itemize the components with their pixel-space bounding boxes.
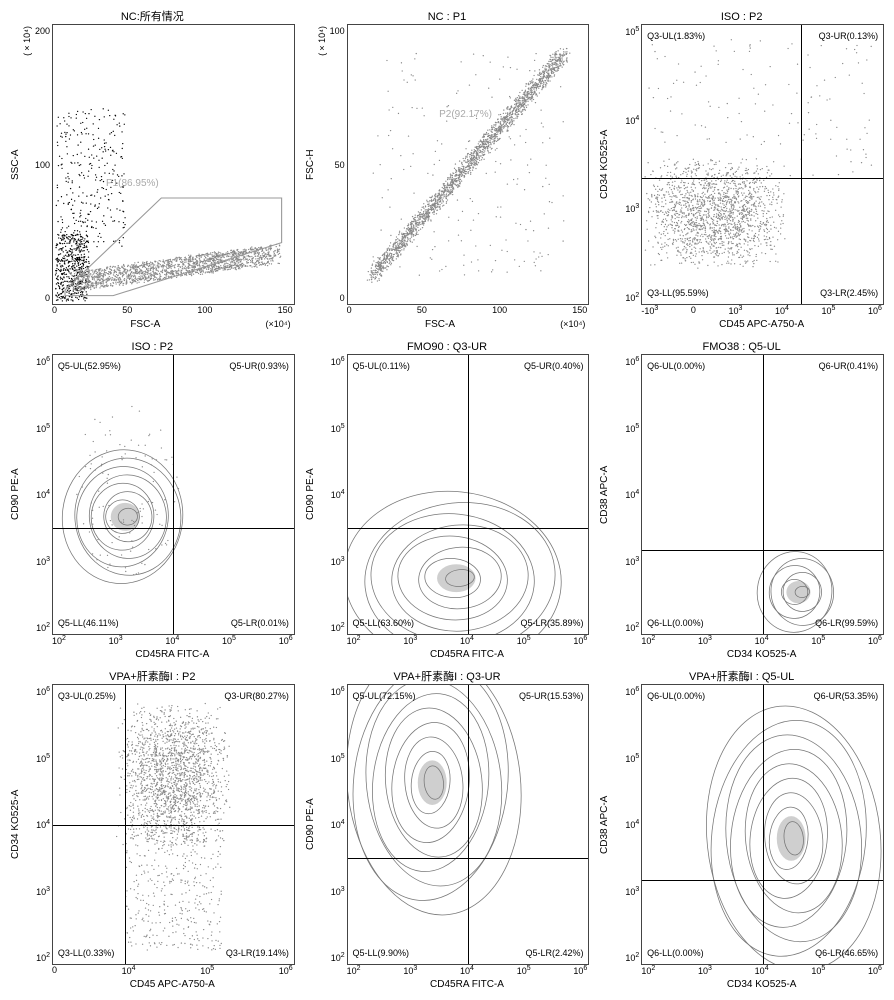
chart-box: P1(86.95%) (52, 24, 295, 305)
chart-box: Q3-UL(0.25%) Q3-UR(80.27%) Q3-LL(0.33%) Q3-… (52, 684, 295, 965)
quadrant-label: Q6-UR(0.41%) (819, 361, 879, 371)
x-axis-label: FSC-A (50, 319, 241, 330)
chart-box: Q5-UL(0.11%) Q5-UR(0.40%) Q5-LL(63.60%) Q5-… (347, 354, 590, 635)
quadrant-label: Q5-UL(0.11%) (352, 361, 409, 371)
quadrant-label: Q5-LR(0.01%) (231, 618, 289, 628)
x-axis-label: FSC-A (345, 319, 536, 330)
quadrant-label: Q6-LR(46.65%) (815, 948, 878, 958)
panel-title: VPA+肝素酶I : Q5-UL (599, 670, 884, 684)
gate-label: P1(86.95%) (106, 178, 159, 189)
x-axis-ticks: 102103104105106 (639, 635, 884, 649)
panel-title: ISO : P2 (10, 340, 295, 354)
y-axis-label: CD90 PE-A (305, 354, 317, 635)
panel-title: VPA+肝素酶I : P2 (10, 670, 295, 684)
x-axis-label: CD34 KO525-A (639, 979, 884, 990)
x-axis-label: CD45RA FITC-A (345, 649, 590, 660)
quadrant-label: Q6-LR(99.59%) (815, 618, 878, 628)
flow-panel: VPA+肝素酶I : P2CD34 KO525-A106105104103102… (10, 670, 295, 990)
x-axis-unit: (×10⁴) (535, 319, 589, 330)
y-axis-ticks: 106105104103102 (22, 354, 52, 635)
y-axis-ticks: 106105104103102 (611, 684, 641, 965)
x-axis-ticks: 050100150 (50, 305, 295, 319)
x-axis-ticks: 0104105106 (50, 965, 295, 979)
quadrant-label: Q5-LL(9.90%) (352, 948, 409, 958)
x-axis-ticks: 102103104105106 (639, 965, 884, 979)
y-axis-ticks: 106105104103102 (317, 684, 347, 965)
y-axis-ticks: 105104103102 (611, 24, 641, 305)
panel-title: VPA+肝素酶I : Q3-UR (305, 670, 590, 684)
quadrant-label: Q3-UR(80.27%) (224, 691, 289, 701)
quadrant-label: Q5-LL(63.60%) (352, 618, 414, 628)
y-axis-ticks: 106105104103102 (611, 354, 641, 635)
quadrant-label: Q6-UL(0.00%) (647, 691, 705, 701)
y-axis-ticks: 106105104103102 (22, 684, 52, 965)
quadrant-label: Q5-UR(0.93%) (229, 361, 289, 371)
quadrant-label: Q5-LR(2.42%) (525, 948, 583, 958)
y-axis-label: CD90 PE-A (305, 684, 317, 965)
gate-label: P2(92.17%) (439, 109, 492, 120)
x-axis-label: CD45 APC-A750-A (639, 319, 884, 330)
y-axis-label: SSC-A (10, 24, 22, 305)
y-axis-unit: (×10⁴) (317, 26, 327, 56)
flow-panel: ISO : P2CD34 KO525-A105104103102Q3-UL(1.… (599, 10, 884, 330)
x-axis-label: CD45RA FITC-A (50, 649, 295, 660)
panel-title: ISO : P2 (599, 10, 884, 24)
chart-box: Q6-UL(0.00%) Q6-UR(53.35%) Q6-LL(0.00%) Q6-… (641, 684, 884, 965)
quadrant-label: Q5-LR(35.89%) (520, 618, 583, 628)
panel-title: NC : P1 (305, 10, 590, 24)
flow-panel: VPA+肝素酶I : Q5-ULCD38 APC-A10610510410310… (599, 670, 884, 990)
flow-panel: ISO : P2CD90 PE-A106105104103102Q5-UL(52… (10, 340, 295, 660)
y-axis-label: CD34 KO525-A (10, 684, 22, 965)
x-axis-label: CD45 APC-A750-A (50, 979, 295, 990)
flow-panel: NC : P1FSC-H100500(×10⁴)P2(92.17%)050100… (305, 10, 590, 330)
x-axis-ticks: 102103104105106 (345, 965, 590, 979)
quadrant-label: Q3-UR(0.13%) (819, 31, 879, 41)
quadrant-label: Q3-UL(0.25%) (58, 691, 116, 701)
x-axis-label: CD34 KO525-A (639, 649, 884, 660)
y-axis-ticks: 2001000 (22, 24, 52, 305)
x-axis-ticks: 102103104105106 (50, 635, 295, 649)
y-axis-unit: (×10⁴) (22, 26, 32, 56)
quadrant-label: Q6-LL(0.00%) (647, 948, 704, 958)
chart-box: Q6-UL(0.00%) Q6-UR(0.41%) Q6-LL(0.00%) Q6-L… (641, 354, 884, 635)
quadrant-label: Q6-LL(0.00%) (647, 618, 704, 628)
y-axis-label: CD34 KO525-A (599, 24, 611, 305)
x-axis-ticks: -1030103104105106 (639, 305, 884, 319)
quadrant-label: Q3-LR(2.45%) (820, 288, 878, 298)
quadrant-label: Q3-LL(0.33%) (58, 948, 115, 958)
x-axis-unit: (×10⁴) (241, 319, 295, 330)
quadrant-label: Q5-UL(52.95%) (58, 361, 121, 371)
y-axis-ticks: 106105104103102 (317, 354, 347, 635)
y-axis-label: CD90 PE-A (10, 354, 22, 635)
panel-title: FMO90 : Q3-UR (305, 340, 590, 354)
x-axis-label: CD45RA FITC-A (345, 979, 590, 990)
panel-title: FMO38 : Q5-UL (599, 340, 884, 354)
chart-box: Q5-UL(52.95%) Q5-UR(0.93%) Q5-LL(46.11%) Q5… (52, 354, 295, 635)
chart-box: Q5-UL(72.15%) Q5-UR(15.53%) Q5-LL(9.90%) Q5… (347, 684, 590, 965)
quadrant-label: Q3-LR(19.14%) (226, 948, 289, 958)
quadrant-label: Q5-UL(72.15%) (352, 691, 415, 701)
quadrant-label: Q3-UL(1.83%) (647, 31, 705, 41)
quadrant-label: Q6-UL(0.00%) (647, 361, 705, 371)
flow-panel: NC:所有情况SSC-A2001000(×10⁴)P1(86.95%)05010… (10, 10, 295, 330)
quadrant-label: Q3-LL(95.59%) (647, 288, 709, 298)
flow-panel: FMO38 : Q5-ULCD38 APC-A106105104103102Q6… (599, 340, 884, 660)
flow-panel: VPA+肝素酶I : Q3-URCD90 PE-A106105104103102… (305, 670, 590, 990)
x-axis-ticks: 050100150 (345, 305, 590, 319)
y-axis-label: FSC-H (305, 24, 317, 305)
quadrant-label: Q5-LL(46.11%) (58, 618, 119, 628)
panel-title: NC:所有情况 (10, 10, 295, 24)
y-axis-label: CD38 APC-A (599, 354, 611, 635)
chart-box: Q3-UL(1.83%) Q3-UR(0.13%) Q3-LL(95.59%) Q3-… (641, 24, 884, 305)
quadrant-label: Q5-UR(15.53%) (519, 691, 584, 701)
quadrant-label: Q5-UR(0.40%) (524, 361, 584, 371)
x-axis-ticks: 102103104105106 (345, 635, 590, 649)
flow-panel: FMO90 : Q3-URCD90 PE-A106105104103102Q5-… (305, 340, 590, 660)
y-axis-ticks: 100500 (317, 24, 347, 305)
y-axis-label: CD38 APC-A (599, 684, 611, 965)
quadrant-label: Q6-UR(53.35%) (814, 691, 879, 701)
chart-box: P2(92.17%) (347, 24, 590, 305)
